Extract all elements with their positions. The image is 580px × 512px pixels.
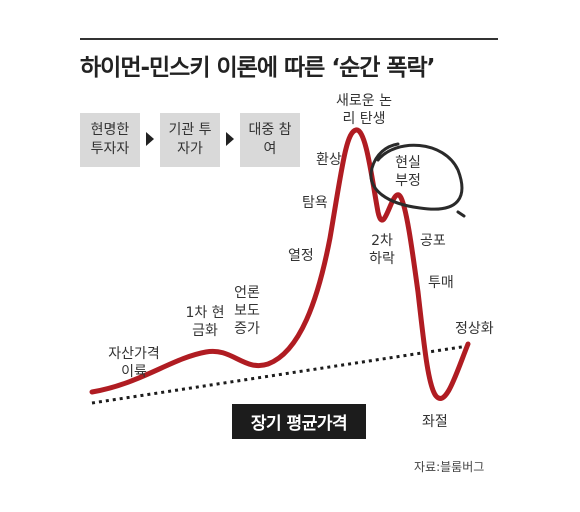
source-note: 자료:블룸버그 <box>414 460 485 474</box>
phase-label-4: 열정 <box>288 248 314 264</box>
phase-label-3: 언론 보도 증가 <box>234 285 260 337</box>
price-curve <box>89 127 471 401</box>
phase-label-10: 공포 <box>420 233 446 249</box>
stage-box-3: 대중 참여 <box>240 113 300 167</box>
phase-label-6: 환상 <box>316 152 342 168</box>
chart-title: 하이먼-민스키 이론에 따른 ‘순간 폭락’ <box>80 55 435 81</box>
phase-label-13: 정상화 <box>455 321 494 337</box>
stage-box-2: 기관 투자가 <box>160 113 220 167</box>
phase-label-1: 자산가격 이륙 <box>108 346 160 380</box>
phase-label-8: 현실 부정 <box>395 155 421 189</box>
title-rule <box>80 38 498 40</box>
phase-label-7: 새로운 논리 탄생 <box>336 93 392 127</box>
stage-label-1: 현명한 투자자 <box>90 122 130 157</box>
stage-arrow-2 <box>226 132 234 146</box>
highlight-circle <box>369 142 466 218</box>
stage-label-2: 기관 투자가 <box>168 122 212 157</box>
average-price-line <box>91 344 469 405</box>
phase-label-2: 1차 현금화 <box>185 305 225 339</box>
stage-box-1: 현명한 투자자 <box>80 113 140 167</box>
phase-label-12: 좌절 <box>422 414 448 430</box>
stage-label-3: 대중 참여 <box>248 122 292 157</box>
phase-label-11: 투매 <box>428 275 454 291</box>
average-price-label: 장기 평균가격 <box>232 404 366 439</box>
phase-label-9: 2차 하락 <box>369 233 395 267</box>
stage-arrow-1 <box>146 132 154 146</box>
phase-label-5: 탐욕 <box>302 195 328 211</box>
